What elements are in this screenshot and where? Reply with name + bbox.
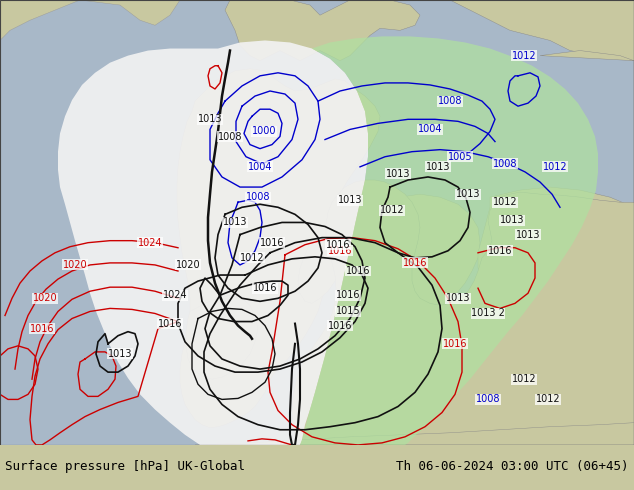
Text: 1016: 1016: [260, 238, 284, 247]
Text: 1013: 1013: [426, 162, 450, 172]
Text: 1016: 1016: [253, 283, 277, 293]
Text: Surface pressure [hPa] UK-Global: Surface pressure [hPa] UK-Global: [5, 460, 245, 473]
Text: 1013: 1013: [223, 218, 247, 227]
Text: Th 06-06-2024 03:00 UTC (06+45): Th 06-06-2024 03:00 UTC (06+45): [396, 460, 629, 473]
Text: 1013: 1013: [456, 189, 480, 199]
Text: 1000: 1000: [252, 126, 276, 136]
Text: 1013: 1013: [338, 195, 362, 205]
Text: 1008: 1008: [493, 159, 517, 169]
Text: 1004: 1004: [248, 162, 272, 172]
Text: 1013: 1013: [446, 294, 470, 303]
Text: 1013: 1013: [198, 114, 223, 124]
Polygon shape: [186, 295, 258, 379]
Text: 1024: 1024: [163, 290, 187, 300]
Text: 1024: 1024: [138, 238, 162, 247]
Text: 1016: 1016: [158, 318, 182, 329]
Polygon shape: [58, 41, 368, 445]
Text: 1013: 1013: [108, 349, 133, 359]
Text: 1020: 1020: [33, 294, 57, 303]
Polygon shape: [378, 194, 480, 321]
Polygon shape: [0, 0, 180, 41]
Text: 1012: 1012: [380, 205, 404, 215]
Text: 1016: 1016: [488, 246, 512, 256]
Text: 1016: 1016: [328, 246, 353, 256]
Text: 1012: 1012: [512, 50, 536, 61]
Text: 1008: 1008: [476, 394, 500, 404]
Text: 1008: 1008: [246, 192, 270, 202]
Text: 1020: 1020: [176, 260, 200, 270]
Polygon shape: [195, 423, 634, 445]
Text: 1016: 1016: [443, 339, 467, 349]
Text: 1016: 1016: [336, 290, 360, 300]
Text: 1008: 1008: [217, 131, 242, 142]
Polygon shape: [298, 238, 342, 303]
Text: 1016: 1016: [328, 320, 353, 331]
Text: 1013 2: 1013 2: [471, 309, 505, 318]
Text: 1008: 1008: [437, 96, 462, 106]
Text: 1012: 1012: [512, 374, 536, 384]
Text: 1013: 1013: [385, 169, 410, 179]
Polygon shape: [450, 0, 634, 61]
Text: 1004: 1004: [418, 124, 443, 134]
Text: 1020: 1020: [63, 260, 87, 270]
Text: 1016: 1016: [403, 258, 427, 268]
Polygon shape: [0, 0, 634, 445]
Polygon shape: [300, 36, 598, 445]
Polygon shape: [478, 187, 634, 281]
Text: 1012: 1012: [493, 197, 517, 207]
Polygon shape: [292, 50, 634, 445]
Text: 1012: 1012: [543, 162, 567, 172]
Polygon shape: [225, 0, 420, 61]
Text: 1005: 1005: [448, 152, 472, 162]
Text: 1016: 1016: [346, 266, 370, 276]
Text: 1013: 1013: [500, 216, 524, 225]
Text: 1016: 1016: [326, 240, 350, 250]
Text: 1012: 1012: [536, 394, 560, 404]
Text: 1013: 1013: [515, 230, 540, 240]
Text: 1015: 1015: [335, 306, 360, 317]
Text: 1016: 1016: [30, 323, 55, 334]
Text: 1012: 1012: [240, 253, 264, 263]
Polygon shape: [177, 69, 380, 428]
